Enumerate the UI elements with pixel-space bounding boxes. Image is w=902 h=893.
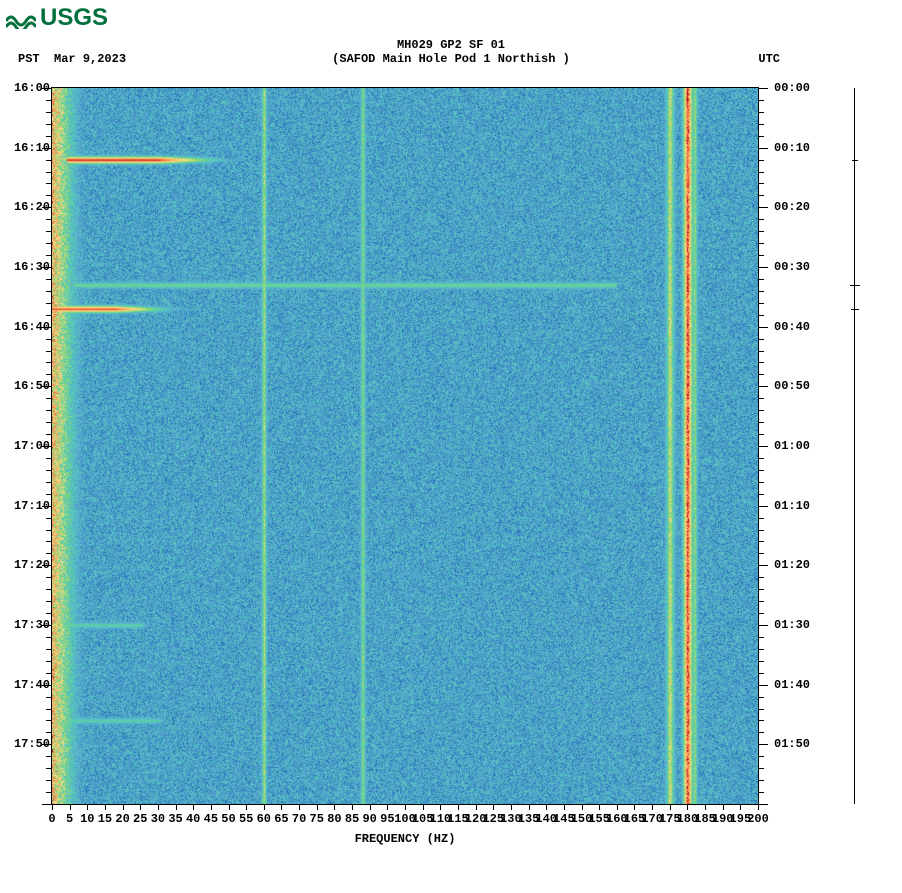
x-tick: 20 (115, 812, 129, 826)
x-tick: 85 (345, 812, 359, 826)
x-tick: 95 (380, 812, 394, 826)
x-tick: 200 (747, 812, 769, 826)
usgs-logo: USGS (6, 4, 108, 32)
x-tick: 70 (292, 812, 306, 826)
x-axis-label: FREQUENCY (HZ) (52, 832, 758, 846)
ticks-right (758, 88, 759, 804)
x-tick: 90 (362, 812, 376, 826)
x-tick: 5 (66, 812, 73, 826)
x-tick: 15 (98, 812, 112, 826)
x-tick: 50 (221, 812, 235, 826)
y-right-tick: 00:10 (774, 141, 810, 155)
y-right-tick: 00:40 (774, 320, 810, 334)
x-tick: 80 (327, 812, 341, 826)
x-tick: 0 (48, 812, 55, 826)
x-tick: 30 (151, 812, 165, 826)
x-tick: 10 (80, 812, 94, 826)
x-tick: 75 (310, 812, 324, 826)
y-right-tick: 01:50 (774, 737, 810, 751)
x-tick: 45 (204, 812, 218, 826)
y-right-tick: 01:20 (774, 558, 810, 572)
plot-border (51, 87, 759, 805)
x-tick: 35 (168, 812, 182, 826)
utc-tz: UTC (758, 52, 780, 66)
y-right-tick: 00:50 (774, 379, 810, 393)
y-right-tick: 00:20 (774, 200, 810, 214)
y-right-tick: 01:40 (774, 678, 810, 692)
y-right-tick: 00:00 (774, 81, 810, 95)
y-right-tick: 01:10 (774, 499, 810, 513)
plot-title-1: MH029 GP2 SF 01 (0, 38, 902, 52)
x-tick: 40 (186, 812, 200, 826)
usgs-logo-text: USGS (40, 4, 108, 32)
x-tick: 25 (133, 812, 147, 826)
usgs-wave-icon (6, 7, 36, 29)
y-right-tick: 01:30 (774, 618, 810, 632)
ticks-left (52, 88, 53, 804)
x-tick: 65 (274, 812, 288, 826)
spectrogram-plot (52, 88, 758, 804)
x-tick: 60 (257, 812, 271, 826)
y-right-tick: 01:00 (774, 439, 810, 453)
x-tick: 55 (239, 812, 253, 826)
amplitude-sidebar (854, 88, 856, 804)
y-right-tick: 00:30 (774, 260, 810, 274)
